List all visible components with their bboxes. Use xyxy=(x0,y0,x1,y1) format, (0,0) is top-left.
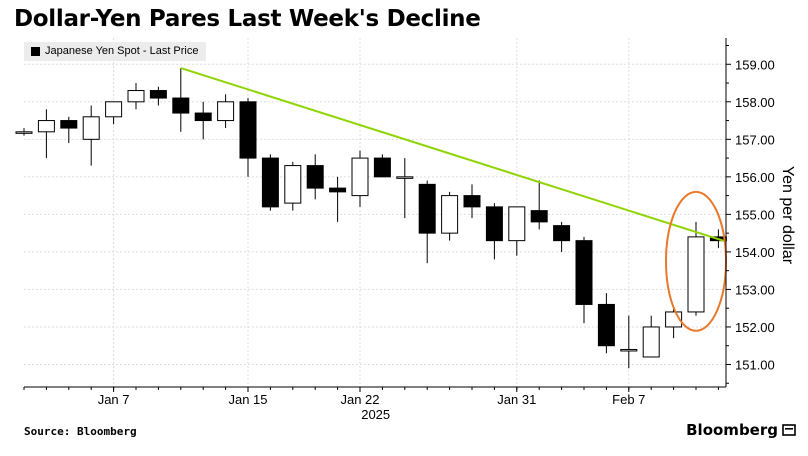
x-tick-label: Jan 15 xyxy=(228,392,267,407)
candle-body xyxy=(620,348,638,352)
source-note: Source: Bloomberg xyxy=(24,425,137,438)
candle-body xyxy=(373,157,391,178)
brand-logo: Bloomberg xyxy=(686,421,796,439)
candle-body xyxy=(261,157,279,208)
candle-body xyxy=(508,206,526,242)
candle-body xyxy=(306,165,324,189)
candle-body xyxy=(15,131,33,134)
candle-body xyxy=(553,225,571,242)
candle-body xyxy=(60,120,78,129)
legend-label: Japanese Yen Spot - Last Price xyxy=(45,45,199,57)
candle-body xyxy=(351,157,369,197)
candle-body xyxy=(530,210,548,223)
candle-body xyxy=(396,176,414,179)
candle-body xyxy=(597,303,615,347)
y-tick-label: 158.00 xyxy=(735,95,775,110)
candle-body xyxy=(172,97,190,114)
candle-body xyxy=(37,120,55,133)
y-tick-label: 152.00 xyxy=(735,320,775,335)
candle-body xyxy=(284,165,302,204)
y-tick-label: 157.00 xyxy=(735,132,775,147)
y-axis-title: Yen per dollar xyxy=(779,166,796,265)
y-tick-label: 159.00 xyxy=(735,57,775,72)
grid-lines xyxy=(24,38,726,387)
legend-swatch-icon xyxy=(31,46,40,56)
candle-body xyxy=(239,101,257,159)
y-tick-label: 153.00 xyxy=(735,282,775,297)
candle-body xyxy=(82,116,100,140)
candle-body xyxy=(687,236,705,313)
x-tick-label: Jan 7 xyxy=(98,392,130,407)
x-tick-label: Jan 31 xyxy=(497,392,536,407)
candle-body xyxy=(642,326,660,358)
candles xyxy=(15,68,727,369)
candle-body xyxy=(105,101,123,118)
candle-body xyxy=(127,90,145,103)
candle-body xyxy=(485,206,503,242)
y-tick-label: 154.00 xyxy=(735,245,775,260)
candle-body xyxy=(575,240,593,305)
x-tick-label: Feb 7 xyxy=(612,392,645,407)
trendline xyxy=(180,67,727,243)
candle-body xyxy=(217,101,235,122)
y-tick-label: 155.00 xyxy=(735,207,775,222)
x-tick-label: Jan 22 xyxy=(340,392,379,407)
candle-body xyxy=(441,195,459,234)
candle-body xyxy=(329,187,347,193)
candle-body xyxy=(149,90,167,99)
x-year-label: 2025 xyxy=(361,407,390,422)
x-axis: Jan 7 Jan 15 Jan 22 Jan 31 Feb 7 2025 xyxy=(23,386,726,422)
y-tick-label: 151.00 xyxy=(735,357,775,372)
chart-title: Dollar-Yen Pares Last Week's Decline xyxy=(14,6,481,32)
y-tick-label: 156.00 xyxy=(735,170,775,185)
candle-body xyxy=(194,112,212,122)
terminal-icon xyxy=(782,424,796,436)
candle-body xyxy=(418,183,436,234)
brand-name: Bloomberg xyxy=(686,421,778,439)
candle-body xyxy=(463,195,481,208)
legend: Japanese Yen Spot - Last Price xyxy=(24,42,206,61)
y-axis: 159.00 158.00 157.00 156.00 155.00 154.00 153.… xyxy=(725,38,775,387)
